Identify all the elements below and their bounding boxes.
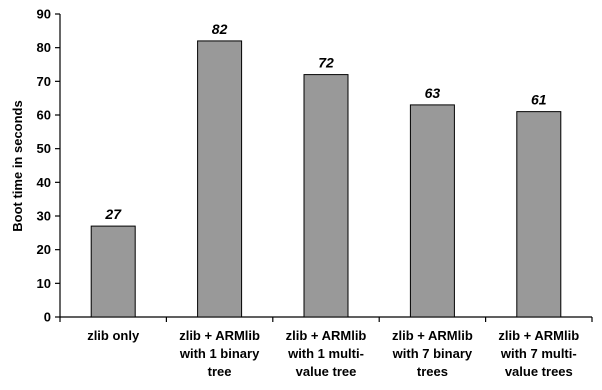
bar xyxy=(409,104,455,318)
data-label: 63 xyxy=(425,85,441,101)
bar xyxy=(197,40,243,318)
y-tick-label: 0 xyxy=(44,310,51,325)
data-label: 82 xyxy=(212,21,228,37)
y-tick-label: 30 xyxy=(37,209,51,224)
y-tick-label: 90 xyxy=(37,7,51,22)
y-tick-label: 10 xyxy=(37,276,51,291)
data-label: 72 xyxy=(318,55,334,71)
y-tick-label: 80 xyxy=(37,40,51,55)
category-label: zlib + ARMlib with 7 binary trees xyxy=(392,328,473,379)
category-label: zlib + ARMlib with 1 multi-value tree xyxy=(286,328,367,379)
y-tick-label: 60 xyxy=(37,108,51,123)
category-label: zlib only xyxy=(87,328,140,343)
y-axis-label: Boot time in seconds xyxy=(10,100,25,231)
data-labels: 27 82 72 63 61 xyxy=(104,21,546,222)
bars xyxy=(90,40,562,318)
bar xyxy=(516,111,562,318)
y-ticks: 0 10 20 30 40 50 60 70 80 90 xyxy=(37,7,60,325)
data-label: 27 xyxy=(104,206,122,222)
y-tick-label: 50 xyxy=(37,141,51,156)
bar xyxy=(303,74,349,318)
y-axis-title: Boot time in seconds xyxy=(10,100,25,231)
category-label: zlib + ARMlib with 7 multi-value trees xyxy=(498,328,579,379)
category-label: zlib + ARMlib with 1 binary tree xyxy=(179,328,260,379)
category-labels: zlib only zlib + ARMlib with 1 binary tree z… xyxy=(87,328,579,379)
y-tick-label: 20 xyxy=(37,242,51,257)
y-tick-label: 70 xyxy=(37,74,51,89)
data-label: 61 xyxy=(531,92,547,108)
y-tick-label: 40 xyxy=(37,175,51,190)
bar xyxy=(90,225,136,318)
